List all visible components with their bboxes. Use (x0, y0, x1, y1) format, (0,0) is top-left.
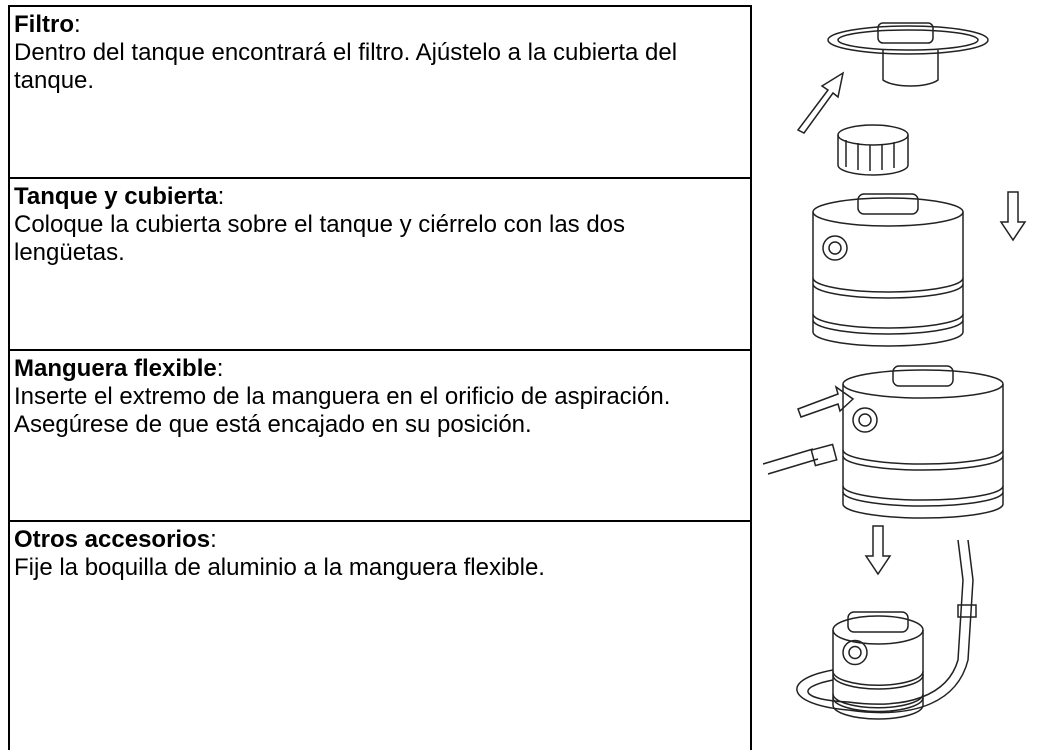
text-cell: Otros accesorios: Fije la boquilla de alu… (8, 520, 752, 750)
row-text: Fije la boquilla de aluminio a la mangue… (14, 554, 545, 581)
colon: : (210, 526, 217, 553)
illustration (762, 365, 1004, 519)
illustration-cell (758, 177, 1058, 349)
illustration (796, 525, 977, 720)
row-title: Otros accesorios (14, 526, 211, 553)
row-title: Filtro (14, 11, 74, 38)
table-row: Tanque y cubierta: Coloque la cubierta so… (0, 177, 1061, 349)
text-cell: Manguera flexible: Inserte el extremo de … (8, 349, 752, 520)
row-title: Tanque y cubierta (14, 183, 218, 210)
colon: : (217, 183, 225, 210)
text-cell: Filtro: Dentro del tanque encontrará el f… (8, 5, 752, 177)
colon: : (74, 11, 81, 38)
text-cell: Tanque y cubierta: Coloque la cubierta so… (8, 177, 752, 349)
table-row: Otros accesorios: Fije la boquilla de alu… (0, 520, 1061, 750)
illustration-cell (758, 5, 1058, 177)
colon: : (216, 355, 224, 382)
illustration-cell (758, 349, 1058, 520)
row-text: Inserte el extremo de la manguera en el … (14, 383, 671, 438)
row-text: Coloque la cubierta sobre el tanque y ci… (14, 211, 626, 266)
table-row: Manguera flexible: Inserte el extremo de … (0, 349, 1061, 520)
table-row: Filtro: Dentro del tanque encontrará el f… (0, 5, 1061, 177)
illustration (812, 191, 1027, 347)
row-text: Dentro del tanque encontrará el filtro. … (14, 39, 678, 94)
illustration-cell (758, 520, 1058, 750)
illustration (796, 22, 989, 176)
row-title: Manguera flexible (14, 355, 217, 382)
